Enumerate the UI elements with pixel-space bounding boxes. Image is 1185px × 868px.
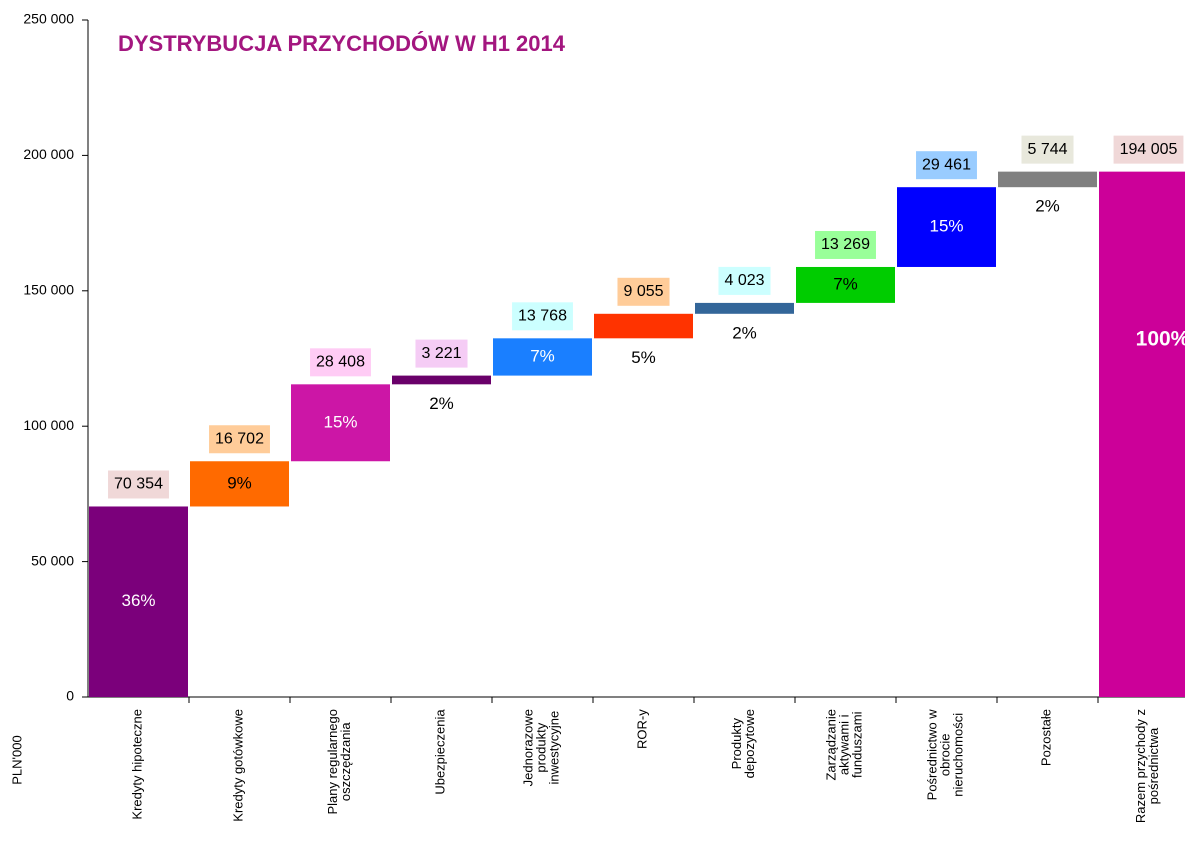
- bar: [897, 187, 996, 267]
- share-label: 2%: [429, 394, 454, 413]
- bar: [392, 375, 491, 385]
- value-label-box: [1113, 135, 1184, 164]
- value-label-box: [1021, 135, 1074, 164]
- y-tick-label: 0: [66, 688, 74, 704]
- y-tick-label: 50 000: [31, 552, 74, 568]
- share-label: 7%: [530, 346, 555, 365]
- x-tick-label: Plany regularnegooszczędzania: [325, 709, 353, 815]
- share-label: 15%: [929, 217, 963, 236]
- share-label: 15%: [323, 412, 357, 431]
- y-axis-label: PLN'000: [9, 735, 24, 784]
- value-label: 16 702: [215, 430, 264, 447]
- bar: [493, 338, 592, 376]
- value-label-box: [310, 348, 371, 377]
- bar: [190, 461, 289, 507]
- value-label-box: [718, 266, 771, 295]
- share-label: 9%: [227, 473, 252, 492]
- y-tick-label: 150 000: [23, 282, 74, 298]
- bar: [291, 384, 390, 462]
- bar: [998, 171, 1097, 188]
- value-label-box: [108, 470, 169, 499]
- value-label: 4 023: [724, 272, 764, 289]
- x-tick-label: Zarządzanieaktywami ifunduszami: [824, 709, 865, 781]
- bar: [695, 302, 794, 314]
- x-tick-label: Pozostałe: [1039, 709, 1054, 766]
- x-tick-label: Kredyty gotówkowe: [231, 709, 246, 822]
- value-label: 13 768: [518, 308, 567, 325]
- value-label: 70 354: [114, 476, 163, 493]
- value-label-box: [815, 230, 876, 259]
- share-label: 100%: [1136, 327, 1185, 350]
- value-label: 3 221: [421, 345, 461, 362]
- value-label-box: [209, 425, 270, 454]
- value-label-box: [415, 339, 468, 368]
- share-label: 7%: [833, 274, 858, 293]
- value-label-box: [916, 151, 977, 180]
- value-label: 5 744: [1027, 141, 1067, 158]
- x-tick-label: ROR-y: [635, 709, 650, 749]
- value-label: 28 408: [316, 354, 365, 371]
- share-label: 2%: [1035, 197, 1060, 216]
- value-label: 194 005: [1120, 141, 1178, 158]
- bar: [594, 313, 693, 339]
- value-label: 13 269: [821, 236, 870, 253]
- bar: [796, 266, 895, 303]
- x-tick-label: Produktydepozytowe: [729, 709, 757, 778]
- y-tick-label: 250 000: [23, 11, 74, 27]
- value-label-box: [617, 277, 670, 306]
- value-label-box: [512, 302, 573, 331]
- x-tick-label: Ubezpieczenia: [433, 709, 448, 795]
- y-tick-label: 100 000: [23, 417, 74, 433]
- share-label: 36%: [121, 591, 155, 610]
- x-tick-label: Kredyty hipoteczne: [130, 709, 145, 820]
- value-label: 9 055: [623, 283, 663, 300]
- bar: [89, 506, 188, 697]
- share-label: 5%: [631, 348, 656, 367]
- x-tick-label: Jednorazoweproduktyinwestycyjne: [521, 709, 562, 786]
- x-tick-label: Razem przychody zpośrednictwa: [1133, 709, 1161, 823]
- y-tick-label: 200 000: [23, 146, 74, 162]
- x-tick-label: Pośrednictwo wobrocienieruchomości: [925, 709, 966, 801]
- chart-title: DYSTRYBUCJA PRZYCHODÓW W H1 2014: [118, 31, 566, 56]
- bar: [1099, 171, 1185, 697]
- share-label: 2%: [732, 323, 757, 342]
- value-label: 29 461: [922, 156, 971, 173]
